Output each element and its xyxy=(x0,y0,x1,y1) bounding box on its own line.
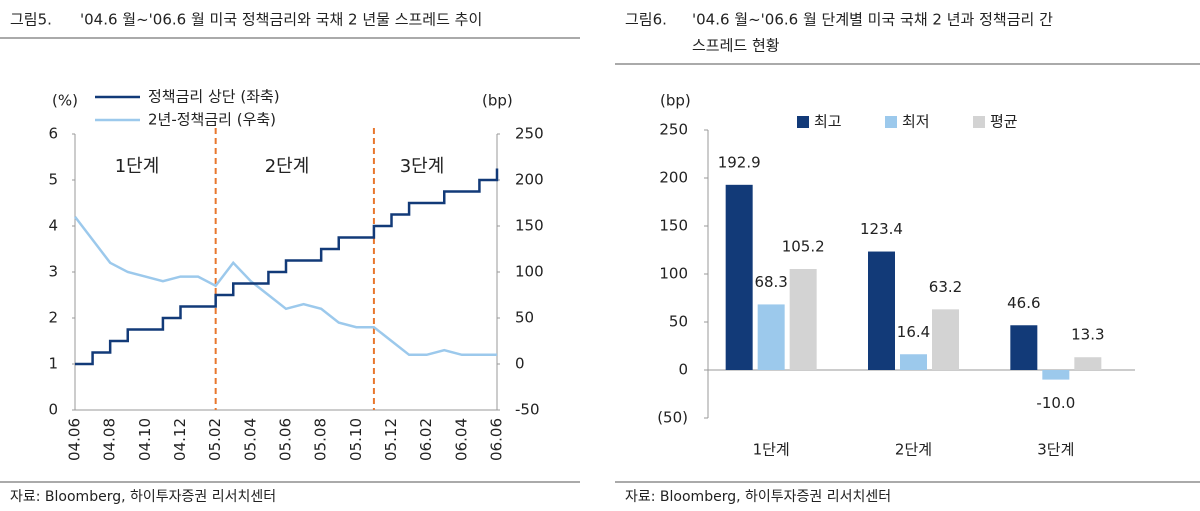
phase-label: 2단계 xyxy=(265,156,310,177)
series-line xyxy=(74,216,497,357)
y-axis-label: (bp) xyxy=(660,92,691,110)
bar xyxy=(757,304,785,370)
y-tick-label: 5 xyxy=(48,171,58,189)
y2-tick-label: 250 xyxy=(515,125,544,143)
x-tick-label: 05.10 xyxy=(347,418,365,461)
x-tick-label: 05.04 xyxy=(241,418,259,461)
x-tick-label: 05.12 xyxy=(382,418,400,461)
y2-tick-label: -50 xyxy=(515,401,540,419)
figure-label: 그림6. xyxy=(625,11,667,29)
x-tick-label: 04.10 xyxy=(136,418,154,461)
y2-tick-label: 0 xyxy=(515,355,525,373)
x-tick-label: 04.08 xyxy=(101,418,119,461)
phase-label: 1단계 xyxy=(115,156,160,177)
x-tick-label: 3단계 xyxy=(1037,441,1074,459)
bar xyxy=(932,309,959,370)
y-tick-label: 4 xyxy=(48,217,58,235)
y-tick-label: 0 xyxy=(48,401,58,419)
y-tick-label: 3 xyxy=(48,263,58,281)
chart-title: '04.6 월~'06.6 월 미국 정책금리와 국채 2 년물 스프레드 추이 xyxy=(80,11,482,29)
y-tick-label: 100 xyxy=(659,265,688,283)
legend-label: 평균 xyxy=(990,113,1018,131)
y-tick-label: 250 xyxy=(659,121,688,139)
x-tick-label: 1단계 xyxy=(753,441,790,459)
x-tick-label: 05.06 xyxy=(277,418,295,461)
bar xyxy=(789,269,817,370)
x-tick-label: 06.04 xyxy=(452,418,470,461)
x-tick-label: 2단계 xyxy=(895,441,932,459)
bar xyxy=(900,354,927,370)
y-tick-label: (50) xyxy=(657,409,688,427)
bar xyxy=(1042,370,1070,380)
value-label: 192.9 xyxy=(718,153,761,171)
x-tick-label: 05.02 xyxy=(206,418,224,461)
y2-tick-label: 50 xyxy=(515,309,534,327)
x-tick-label: 06.02 xyxy=(417,418,435,461)
legend-swatch xyxy=(797,116,809,128)
source: 자료: Bloomberg, 하이투자증권 리서치센터 xyxy=(10,489,276,505)
y-tick-label: 6 xyxy=(48,125,58,143)
legend-label: 2년-정책금리 (우축) xyxy=(148,111,276,129)
legend-label: 최저 xyxy=(902,113,930,131)
x-tick-label: 06.06 xyxy=(488,418,506,461)
y2-tick-label: 150 xyxy=(515,217,544,235)
x-tick-label: 04.06 xyxy=(66,418,84,461)
value-label: 105.2 xyxy=(782,238,825,256)
chart-title: '04.6 월~'06.6 월 단계별 미국 국채 2 년과 정책금리 간 xyxy=(692,11,1053,29)
y2-tick-label: 200 xyxy=(515,171,544,189)
y-tick-label: 2 xyxy=(48,309,58,327)
x-tick-label: 05.08 xyxy=(312,418,330,461)
legend-label: 최고 xyxy=(814,113,842,131)
bar xyxy=(868,251,895,370)
value-label: -10.0 xyxy=(1036,394,1075,412)
legend-swatch xyxy=(885,116,897,128)
y-tick-label: 1 xyxy=(48,355,58,373)
y-axis-label: (%) xyxy=(52,92,78,110)
value-label: 68.3 xyxy=(754,273,787,291)
bar xyxy=(1010,325,1038,370)
bar xyxy=(1074,357,1102,370)
y2-axis-label: (bp) xyxy=(482,92,513,110)
y-tick-label: 50 xyxy=(669,313,688,331)
value-label: 123.4 xyxy=(860,220,903,238)
y2-tick-label: 100 xyxy=(515,263,544,281)
legend-swatch xyxy=(973,116,985,128)
legend-label: 정책금리 상단 (좌축) xyxy=(148,88,280,106)
bar xyxy=(725,184,753,370)
value-label: 46.6 xyxy=(1007,294,1040,312)
value-label: 63.2 xyxy=(929,278,962,296)
chart-title: 스프레드 현황 xyxy=(692,37,780,55)
y-tick-label: 200 xyxy=(659,169,688,187)
x-tick-label: 04.12 xyxy=(171,418,189,461)
source: 자료: Bloomberg, 하이투자증권 리서치센터 xyxy=(625,489,891,505)
y-tick-label: 0 xyxy=(678,361,688,379)
figure-label: 그림5. xyxy=(10,11,52,29)
series-line xyxy=(75,168,499,366)
value-label: 16.4 xyxy=(897,323,930,341)
value-label: 13.3 xyxy=(1071,326,1104,344)
y-tick-label: 150 xyxy=(659,217,688,235)
phase-label: 3단계 xyxy=(400,156,445,177)
